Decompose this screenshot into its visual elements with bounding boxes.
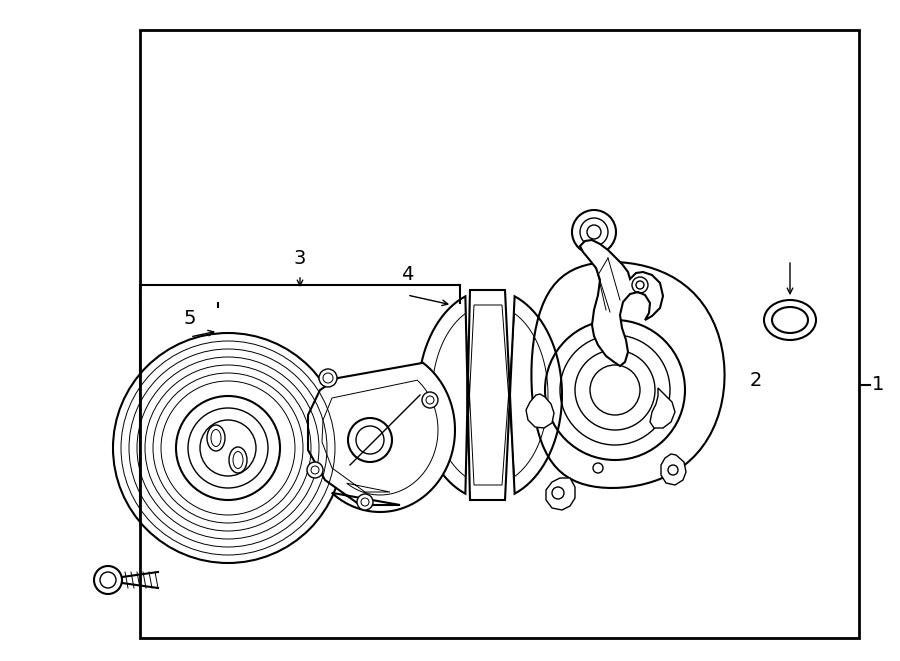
- Ellipse shape: [233, 451, 243, 469]
- Text: 4: 4: [400, 266, 413, 284]
- Polygon shape: [308, 363, 455, 512]
- Circle shape: [307, 462, 323, 478]
- Polygon shape: [661, 454, 686, 485]
- Circle shape: [422, 392, 438, 408]
- Circle shape: [357, 494, 373, 510]
- Ellipse shape: [207, 425, 225, 451]
- Circle shape: [94, 566, 122, 594]
- Text: 3: 3: [293, 249, 306, 268]
- Circle shape: [572, 210, 616, 254]
- Text: 5: 5: [184, 309, 196, 327]
- Ellipse shape: [764, 300, 816, 340]
- Polygon shape: [546, 478, 575, 510]
- Text: 2: 2: [750, 371, 762, 389]
- Bar: [140, 30, 859, 638]
- Ellipse shape: [229, 447, 247, 473]
- Circle shape: [319, 369, 337, 387]
- Ellipse shape: [211, 430, 221, 446]
- Circle shape: [113, 333, 343, 563]
- Polygon shape: [650, 388, 675, 428]
- Circle shape: [348, 418, 392, 462]
- Polygon shape: [526, 394, 554, 428]
- Ellipse shape: [772, 307, 808, 333]
- Text: 1: 1: [872, 375, 884, 395]
- Polygon shape: [580, 240, 663, 366]
- Polygon shape: [532, 262, 724, 488]
